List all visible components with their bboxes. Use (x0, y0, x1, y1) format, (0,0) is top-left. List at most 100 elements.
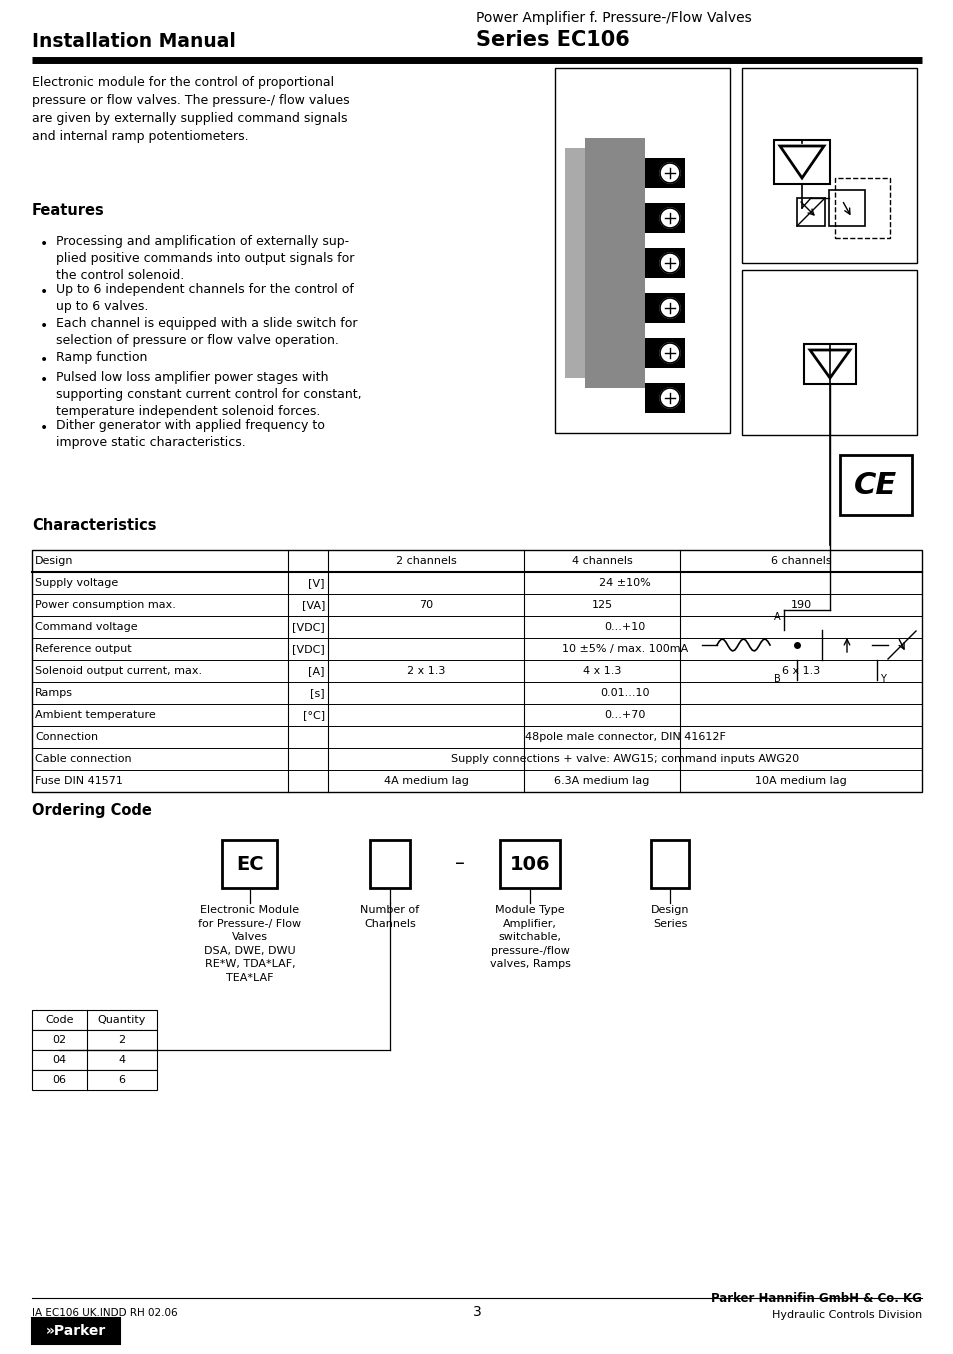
Text: 0.01...10: 0.01...10 (599, 688, 649, 699)
Bar (584, 138, 644, 389)
Text: [V]: [V] (308, 578, 325, 588)
Text: 70: 70 (418, 600, 433, 611)
Bar (796, 198, 824, 226)
Bar (803, 344, 855, 385)
Bar (644, 203, 684, 233)
Text: Y: Y (879, 674, 885, 684)
Text: 04: 04 (52, 1055, 67, 1066)
Text: Supply connections + valve: AWG15; command inputs AWG20: Supply connections + valve: AWG15; comma… (451, 754, 799, 764)
Text: [s]: [s] (310, 688, 325, 699)
Text: Supply voltage: Supply voltage (35, 578, 118, 588)
Text: [VDC]: [VDC] (292, 621, 325, 632)
Text: Features: Features (32, 203, 105, 218)
Text: Hydraulic Controls Division: Hydraulic Controls Division (771, 1311, 921, 1320)
Text: [VA]: [VA] (301, 600, 325, 611)
Circle shape (659, 389, 679, 408)
Text: 10 ±5% / max. 100mA: 10 ±5% / max. 100mA (561, 645, 687, 654)
Text: Cable connection: Cable connection (35, 754, 132, 764)
Bar (828, 190, 864, 226)
Text: [°C]: [°C] (302, 709, 325, 720)
Text: Installation Manual: Installation Manual (32, 32, 235, 51)
Text: 24 ±10%: 24 ±10% (598, 578, 650, 588)
Bar (773, 139, 829, 184)
Text: •: • (40, 353, 49, 367)
Text: Up to 6 independent channels for the control of
up to 6 valves.: Up to 6 independent channels for the con… (56, 283, 354, 313)
Text: Pulsed low loss amplifier power stages with
supporting constant current control : Pulsed low loss amplifier power stages w… (56, 371, 361, 418)
Text: •: • (40, 372, 49, 387)
Text: Parker Hannifin GmbH & Co. KG: Parker Hannifin GmbH & Co. KG (710, 1292, 921, 1305)
Bar (840, 455, 911, 515)
Text: 4A medium lag: 4A medium lag (383, 776, 468, 787)
Text: Ambient temperature: Ambient temperature (35, 709, 155, 720)
Text: Design: Design (35, 556, 73, 566)
Bar (499, 839, 559, 888)
Text: EC: EC (236, 854, 264, 873)
Text: Quantity: Quantity (98, 1016, 146, 1025)
Text: 02: 02 (52, 1034, 67, 1045)
Text: Code: Code (45, 1016, 73, 1025)
Text: 0...+10: 0...+10 (604, 621, 645, 632)
Text: Reference output: Reference output (35, 645, 132, 654)
Text: Command voltage: Command voltage (35, 621, 137, 632)
Bar (644, 338, 684, 368)
Text: 06: 06 (52, 1075, 67, 1085)
Text: Module Type
Amplifier,
switchable,
pressure-/flow
valves, Ramps: Module Type Amplifier, switchable, press… (489, 904, 570, 969)
Bar (741, 68, 916, 263)
Text: –: – (455, 854, 464, 873)
Text: Solenoid output current, max.: Solenoid output current, max. (35, 666, 202, 676)
Text: Ramps: Ramps (35, 688, 73, 699)
Bar (644, 383, 684, 413)
Text: Characteristics: Characteristics (32, 519, 156, 533)
Circle shape (659, 209, 679, 227)
Text: Ordering Code: Ordering Code (32, 803, 152, 818)
Text: CE: CE (854, 470, 897, 500)
Text: 4: 4 (118, 1055, 126, 1066)
Text: Dither generator with applied frequency to
improve static characteristics.: Dither generator with applied frequency … (56, 418, 325, 450)
Text: Processing and amplification of externally sup-
plied positive commands into out: Processing and amplification of external… (56, 236, 354, 282)
Text: Connection: Connection (35, 733, 98, 742)
Text: 6.3A medium lag: 6.3A medium lag (554, 776, 649, 787)
Text: Power consumption max.: Power consumption max. (35, 600, 175, 611)
Text: Electronic Module
for Pressure-/ Flow
Valves
DSA, DWE, DWU
RE*W, TDA*LAF,
TEA*LA: Electronic Module for Pressure-/ Flow Va… (198, 904, 301, 983)
Bar (32, 1317, 120, 1345)
Text: Electronic module for the control of proportional
pressure or flow valves. The p: Electronic module for the control of pro… (32, 76, 349, 144)
Text: Each channel is equipped with a slide switch for
selection of pressure or flow v: Each channel is equipped with a slide sw… (56, 317, 357, 347)
Text: 6: 6 (118, 1075, 126, 1085)
Bar (741, 269, 916, 435)
Text: 6 x 1.3: 6 x 1.3 (781, 666, 820, 676)
Text: 190: 190 (790, 600, 811, 611)
Text: •: • (40, 421, 49, 435)
Text: 10A medium lag: 10A medium lag (755, 776, 846, 787)
Text: •: • (40, 320, 49, 333)
Text: [VDC]: [VDC] (292, 645, 325, 654)
Bar (564, 148, 584, 378)
Text: Number of
Channels: Number of Channels (360, 904, 419, 929)
Bar (32, 550, 921, 792)
Text: 2 x 1.3: 2 x 1.3 (406, 666, 445, 676)
Circle shape (659, 253, 679, 274)
Bar (644, 248, 684, 278)
Text: Series EC106: Series EC106 (476, 30, 629, 50)
Bar (32, 1049, 157, 1070)
Bar (834, 177, 889, 238)
Bar (644, 292, 684, 324)
Text: 2 channels: 2 channels (395, 556, 456, 566)
Text: 48pole male connector, DIN 41612F: 48pole male connector, DIN 41612F (524, 733, 724, 742)
Text: 0...+70: 0...+70 (603, 709, 645, 720)
Bar (644, 158, 684, 188)
Bar (32, 1070, 157, 1090)
Bar (650, 839, 688, 888)
Text: Power Amplifier f. Pressure-/Flow Valves: Power Amplifier f. Pressure-/Flow Valves (476, 11, 751, 24)
Bar (771, 630, 871, 659)
Text: 4 x 1.3: 4 x 1.3 (582, 666, 620, 676)
Bar (32, 1030, 157, 1049)
Text: IA EC106 UK.INDD RH 02.06: IA EC106 UK.INDD RH 02.06 (32, 1308, 177, 1317)
Text: »Parker: »Parker (46, 1324, 106, 1338)
Text: •: • (40, 284, 49, 299)
Text: [A]: [A] (308, 666, 325, 676)
Bar (222, 839, 277, 888)
Text: 2: 2 (118, 1034, 126, 1045)
Bar (370, 839, 410, 888)
Text: Design
Series: Design Series (650, 904, 688, 929)
Text: Ramp function: Ramp function (56, 351, 147, 364)
